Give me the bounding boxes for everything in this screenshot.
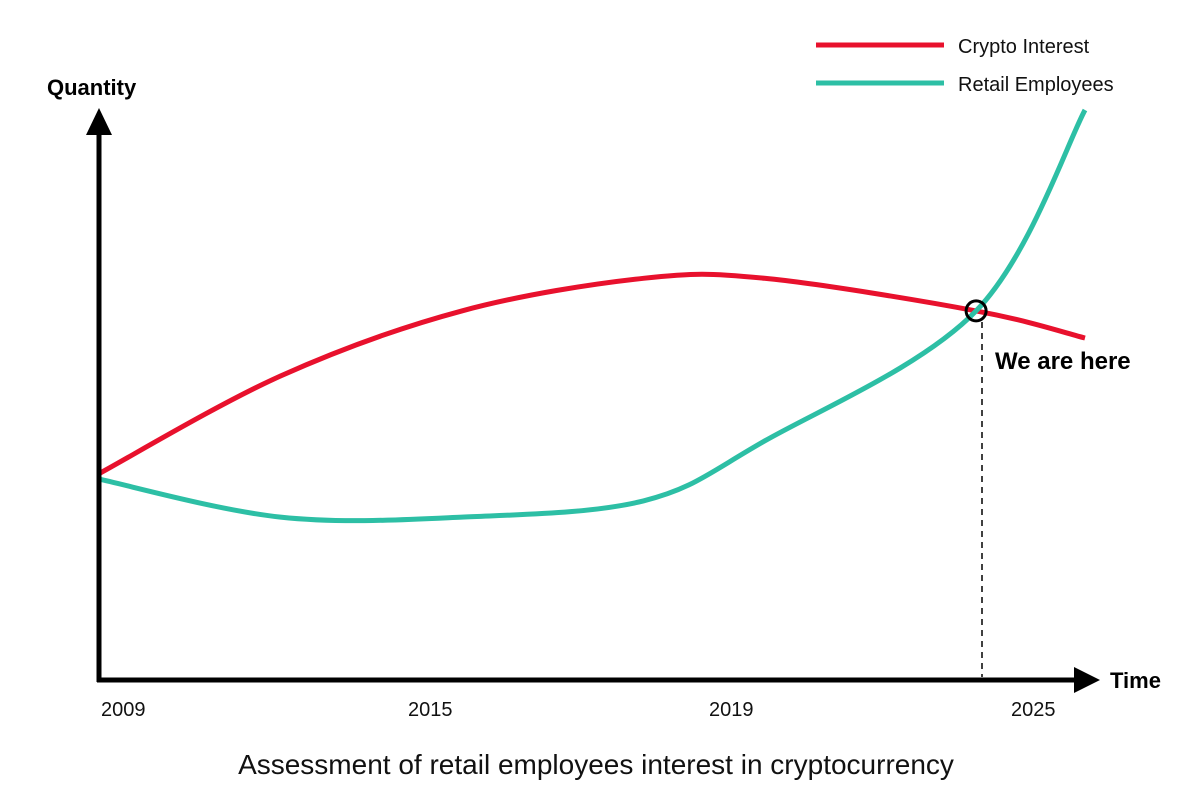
y-axis-label: Quantity (47, 75, 137, 100)
we-are-here-label: We are here (995, 348, 1131, 375)
x-axis-arrowhead (1074, 667, 1100, 693)
x-tick-label-2019: 2019 (709, 699, 754, 721)
x-tick-label-2015: 2015 (408, 699, 453, 721)
y-axis-arrowhead (86, 108, 112, 135)
crypto-interest-line (97, 271, 1086, 476)
legend-label-crypto-interest: Crypto Interest (958, 36, 1090, 58)
legend-label-retail-employees: Retail Employees (958, 74, 1114, 96)
x-tick-label-2009: 2009 (101, 699, 146, 721)
chart-caption: Assessment of retail employees interest … (238, 749, 954, 780)
retail-employees-line (98, 108, 1088, 524)
intersection-marker (964, 299, 988, 323)
x-tick-label-2025: 2025 (1011, 699, 1056, 721)
x-axis-label: Time (1110, 668, 1161, 693)
